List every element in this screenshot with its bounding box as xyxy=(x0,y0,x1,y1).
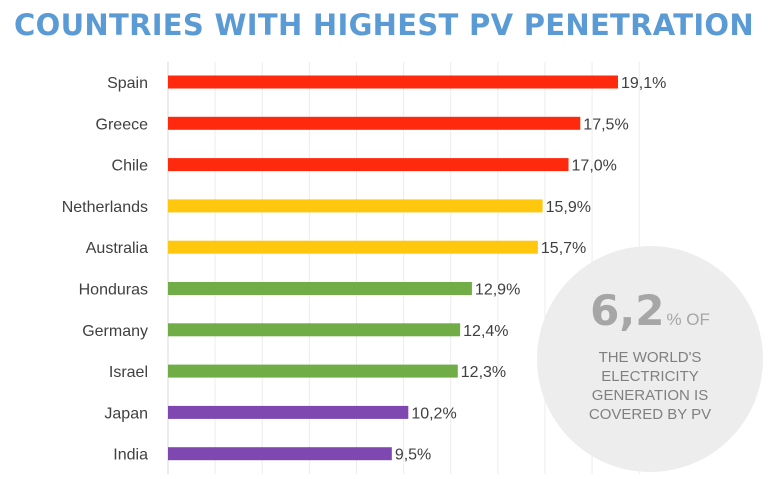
callout-line: THE WORLD'S xyxy=(598,349,702,366)
value-label: 19,1% xyxy=(621,75,666,92)
value-label: 17,0% xyxy=(572,158,617,175)
value-label: 15,7% xyxy=(541,240,586,257)
category-label: Chile xyxy=(112,158,149,175)
category-label: Greece xyxy=(96,116,149,133)
value-label: 12,9% xyxy=(475,282,520,299)
bars: Spain 19,1% Greece 17,5% Chile 17,0% Netherlan… xyxy=(62,75,667,464)
callout-line: COVERED BY PV xyxy=(588,406,712,423)
bar xyxy=(168,75,618,89)
category-label: Israel xyxy=(109,364,148,381)
category-label: Spain xyxy=(107,75,148,92)
value-label: 12,4% xyxy=(463,323,508,340)
category-label: Japan xyxy=(104,405,148,422)
callout-number: 6,2 xyxy=(590,286,665,335)
bar xyxy=(168,158,569,172)
value-label: 9,5% xyxy=(395,447,431,464)
category-label: Germany xyxy=(82,323,148,340)
value-label: 10,2% xyxy=(411,405,456,422)
callout-text: THE WORLD'S ELECTRICITY GENERATION IS COVER… xyxy=(567,348,733,424)
bar xyxy=(168,447,392,461)
callout-unit: % OF xyxy=(666,310,710,329)
callout-circle: 6,2% OF THE WORLD'S ELECTRICITY GENERATION… xyxy=(537,246,763,472)
bar xyxy=(168,240,538,254)
bar xyxy=(168,323,461,337)
category-label: India xyxy=(113,447,148,464)
callout-line: ELECTRICITY xyxy=(601,368,699,385)
category-label: Netherlands xyxy=(62,199,148,216)
chart-title: COUNTRIES WITH HIGHEST PV PENETRATION xyxy=(14,8,754,42)
value-label: 15,9% xyxy=(546,199,591,216)
value-label: 17,5% xyxy=(583,116,628,133)
value-label: 12,3% xyxy=(461,364,506,381)
callout-figure: 6,2% OF xyxy=(537,286,763,335)
bar xyxy=(168,282,472,295)
bar xyxy=(168,199,543,213)
bar xyxy=(168,364,458,378)
category-label: Honduras xyxy=(79,282,148,299)
category-label: Australia xyxy=(86,240,148,257)
callout-line: GENERATION IS xyxy=(591,387,709,404)
bar xyxy=(168,405,409,419)
bar xyxy=(168,116,581,130)
